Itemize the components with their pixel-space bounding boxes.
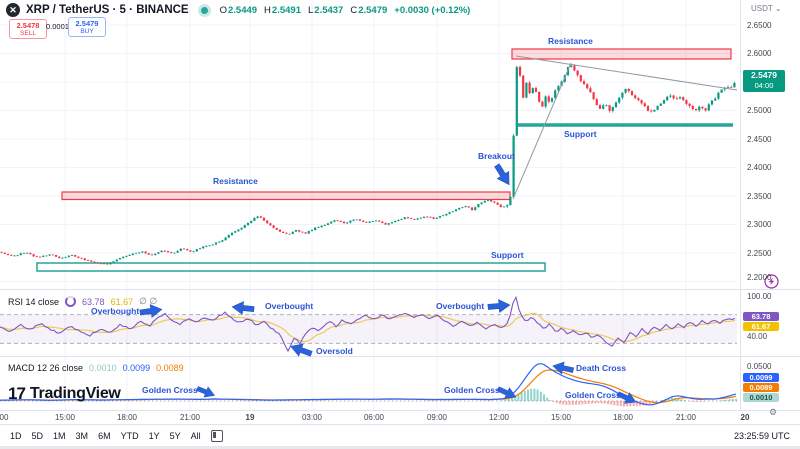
- annotation-label: Overbought: [265, 301, 314, 311]
- range-1y[interactable]: 1Y: [148, 430, 160, 441]
- annotation-label: Support: [564, 129, 597, 139]
- range-1d[interactable]: 1D: [10, 430, 22, 441]
- rsi-axis-tick: 100.00: [747, 291, 772, 301]
- annotation-label: Overbought: [436, 301, 485, 311]
- range-5y[interactable]: 5Y: [169, 430, 181, 441]
- time-axis-tick: 18:00: [612, 413, 634, 422]
- ohlc-values: O2.5449 H2.5491 L2.5437 C2.5479 +0.0030 …: [219, 4, 471, 16]
- annotation-arrow-icon: [616, 391, 637, 404]
- axis-value-badge: 0.0010: [743, 392, 779, 402]
- annotation-label: Oversold: [316, 346, 353, 356]
- rsi-loading-icon: [65, 296, 77, 307]
- price-axis-tick: 2.4000: [747, 163, 772, 172]
- annotation-arrow-icon: [487, 299, 511, 313]
- range-3m[interactable]: 3M: [75, 430, 89, 441]
- time-axis-tick: 21:00: [179, 413, 201, 422]
- rsi-ma-value: 61.67: [110, 296, 134, 307]
- macd-axis-tick: 0.0500: [747, 361, 772, 371]
- range-buttons: 1D 5D 1M 3M 6M YTD 1Y 5Y All: [10, 431, 201, 441]
- price-axis-tick: 2.6000: [747, 49, 772, 58]
- rsi-axis-tick: 40.00: [747, 331, 768, 341]
- rsi-legend[interactable]: RSI 14 close 63.78 61.67 ∅ ∅: [8, 296, 157, 307]
- price-axis-tick: 2.4500: [747, 134, 772, 144]
- annotation-label: Resistance: [213, 176, 258, 186]
- symbol-header: ✕ XRP / TetherUS · 5 · BINANCE O2.5449 H…: [6, 3, 470, 17]
- go-to-date-icon[interactable]: [210, 429, 223, 442]
- axis-value-badge: 63.78: [743, 311, 779, 321]
- macd-value: 0.0099: [122, 363, 151, 373]
- price-change: +0.0030 (+0.12%): [394, 4, 471, 16]
- bottom-toolbar: 1D 5D 1M 3M 6M YTD 1Y 5Y All 23:25:59 UT…: [0, 424, 800, 446]
- spread-value: 0.0001: [46, 22, 69, 31]
- time-axis-tick: 03:00: [301, 413, 323, 422]
- time-axis-tick: 06:00: [363, 413, 385, 422]
- price-axis-tick: 2.3500: [747, 191, 772, 201]
- annotation-label: Golden Cross: [565, 390, 621, 400]
- annotation-arrow-icon: [552, 361, 575, 375]
- tradingview-logo: 17 TradingView: [8, 384, 121, 403]
- time-axis-tick: 21:00: [675, 413, 697, 422]
- annotation-label: Death Cross: [576, 363, 627, 373]
- annotation-arrow-icon: [196, 386, 216, 398]
- price-axis-tick: 2.2000: [747, 273, 772, 282]
- time-axis-tick: 00: [0, 413, 9, 422]
- flash-trade-icon[interactable]: [764, 274, 779, 289]
- axis-value-badge: 0.0089: [743, 382, 779, 392]
- time-axis-tick: 15:00: [550, 413, 572, 422]
- time-axis-tick: 15:00: [54, 413, 76, 422]
- macd-title: MACD 12 26 close: [8, 363, 84, 373]
- time-axis-tick: 09:00: [426, 413, 448, 422]
- annotation-arrow-icon: [496, 386, 517, 399]
- axis-value-badge: 0.0099: [743, 372, 779, 382]
- rsi-title: RSI 14 close: [8, 296, 60, 307]
- annotation-arrow-icon: [139, 304, 163, 318]
- xrp-coin-icon: ✕: [6, 3, 20, 17]
- range-1m[interactable]: 1M: [53, 430, 66, 441]
- annotation-label: Support: [491, 250, 524, 260]
- range-all[interactable]: All: [190, 430, 201, 441]
- chart-canvas[interactable]: [0, 0, 800, 424]
- annotation-label: Resistance: [548, 36, 593, 46]
- annotation-label: Golden Cross: [142, 385, 198, 395]
- time-axis-tick: 18:00: [116, 413, 138, 422]
- currency-dropdown[interactable]: USDT ⌄: [751, 4, 782, 13]
- annotation-label: Overbought: [91, 306, 140, 316]
- annotation-label: Breakout: [478, 151, 515, 161]
- range-6m[interactable]: 6M: [98, 430, 111, 441]
- market-status-icon: [200, 6, 208, 14]
- price-axis-tick: 2.2500: [747, 248, 772, 258]
- axis-value-badge: 61.67: [743, 321, 779, 331]
- rsi-hidden-values: ∅ ∅: [139, 296, 158, 306]
- range-5d[interactable]: 5D: [31, 430, 44, 441]
- last-price-badge: 2.5479 04:00: [743, 70, 785, 92]
- macd-legend[interactable]: MACD 12 26 close 0.0010 0.0099 0.0089: [8, 363, 184, 373]
- rsi-value: 63.78: [82, 296, 105, 307]
- range-ytd[interactable]: YTD: [120, 430, 139, 441]
- price-axis-tick: 2.5000: [747, 106, 772, 115]
- symbol-title[interactable]: XRP / TetherUS · 5 · BINANCE: [26, 4, 189, 16]
- annotation-arrow-icon: [494, 163, 510, 186]
- buy-button[interactable]: 2.5479 BUY: [68, 17, 106, 37]
- axis-settings-gear-icon[interactable]: ⚙: [769, 407, 778, 417]
- macd-hist-value: 0.0010: [89, 363, 117, 373]
- annotation-arrow-icon: [290, 343, 313, 357]
- time-axis-tick: 19: [245, 413, 255, 422]
- timezone-clock[interactable]: 23:25:59 UTC: [733, 430, 790, 441]
- annotation-arrow-icon: [231, 301, 255, 315]
- window-edge: [0, 446, 800, 449]
- time-axis-tick: 20: [740, 413, 750, 422]
- annotation-label: Golden Cross: [444, 385, 500, 395]
- macd-signal-value: 0.0089: [156, 363, 184, 373]
- sell-button[interactable]: 2.5478 SELL: [9, 19, 47, 39]
- price-axis-tick: 2.6500: [747, 20, 772, 30]
- time-axis-tick: 12:00: [488, 413, 510, 422]
- price-axis-tick: 2.3000: [747, 220, 772, 229]
